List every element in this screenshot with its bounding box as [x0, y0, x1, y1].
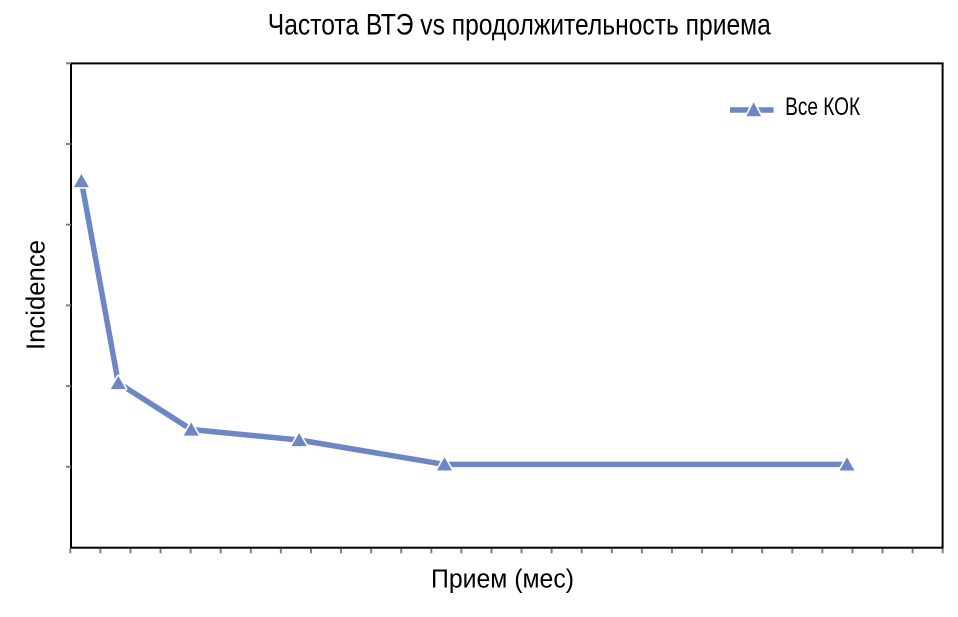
svg-text:Все КОК: Все КОК: [785, 94, 860, 121]
svg-text:Incidence: Incidence: [23, 240, 51, 350]
svg-text:Частота ВТЭ vs продолжительнос: Частота ВТЭ vs продолжительность приема: [268, 9, 771, 42]
svg-text:Прием (мес): Прием (мес): [431, 564, 574, 594]
